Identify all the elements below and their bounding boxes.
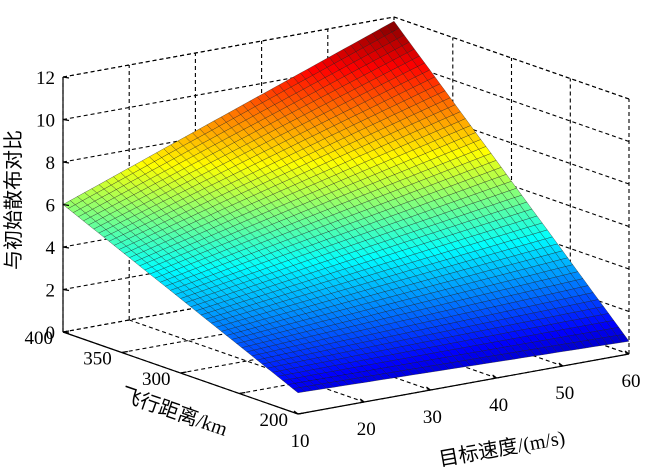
z-axis-label: 与初始散布对比 xyxy=(2,130,25,270)
x-tick xyxy=(426,386,431,391)
x-tick xyxy=(558,362,564,367)
axes xyxy=(62,76,630,415)
x-tick xyxy=(492,374,497,379)
z-tick-label: 6 xyxy=(46,196,56,217)
z-tick-label: 0 xyxy=(46,323,56,344)
z-tick xyxy=(62,246,70,249)
z-tick-label: 8 xyxy=(46,153,56,174)
y-tick xyxy=(62,330,70,333)
y-tick-label: 200 xyxy=(260,410,289,431)
x-tick xyxy=(624,350,630,355)
x-axis-line xyxy=(297,353,630,415)
x-tick-label: 10 xyxy=(291,431,310,452)
surface-patch xyxy=(616,334,630,343)
z-tick xyxy=(62,203,70,207)
tick-labels: 0 2 4 6 8 10 12 200 300 350 400 10 20 30 40 50 60 xyxy=(25,68,641,452)
box-top-back xyxy=(62,16,395,78)
y-axis-label: 飞行距离/km xyxy=(118,383,231,441)
x-tick-label: 40 xyxy=(489,395,508,416)
z-tick xyxy=(62,118,70,122)
x-tick-label: 20 xyxy=(357,419,376,440)
x-tick xyxy=(293,410,299,415)
surface-plot xyxy=(62,20,630,394)
x-tick-label: 60 xyxy=(622,371,641,392)
z-tick-label: 12 xyxy=(36,68,55,89)
y-tick-label: 350 xyxy=(83,349,112,370)
y-tick-label: 300 xyxy=(142,369,171,390)
y-tick xyxy=(239,391,246,395)
y-tick-label: 400 xyxy=(25,328,54,349)
x-tick xyxy=(359,398,365,403)
y-tick xyxy=(121,350,128,354)
z-tick-label: 2 xyxy=(46,281,56,302)
z-tick xyxy=(62,76,70,79)
y-tick xyxy=(297,412,305,415)
z-tick-label: 4 xyxy=(46,238,56,259)
x-tick-label: 30 xyxy=(423,407,442,428)
z-tick-label: 10 xyxy=(36,111,55,132)
x-axis-label: 目标速度/(m/s) xyxy=(437,426,567,471)
z-tick xyxy=(62,161,70,164)
x-tick-label: 50 xyxy=(555,383,574,404)
y-tick xyxy=(180,371,187,374)
z-tick xyxy=(62,288,70,292)
